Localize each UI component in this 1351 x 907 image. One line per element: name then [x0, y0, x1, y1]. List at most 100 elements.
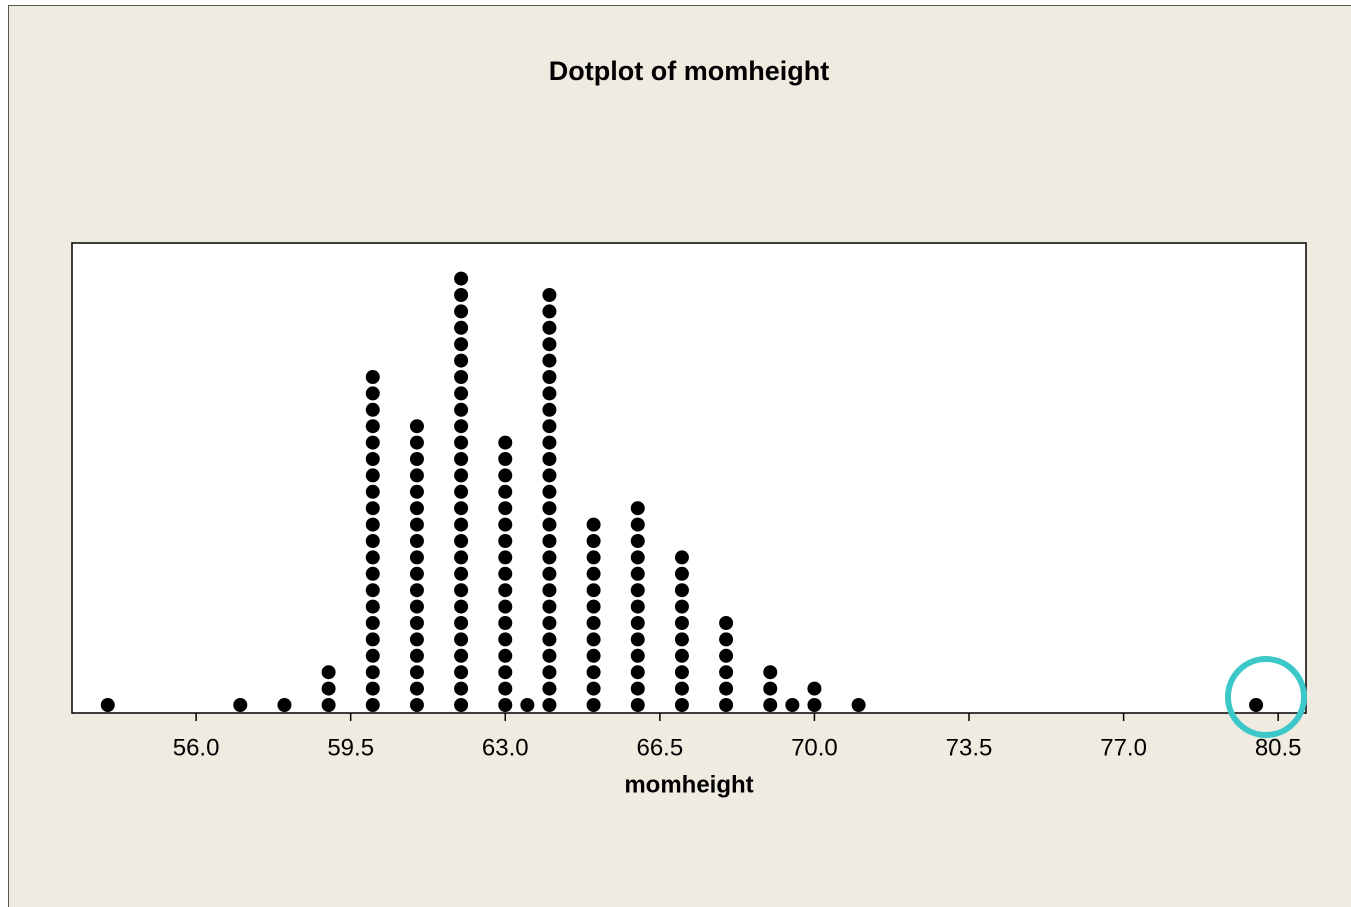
dot [365, 452, 380, 466]
dot [454, 419, 469, 434]
dot [365, 468, 380, 483]
dot [674, 566, 689, 581]
dot [586, 681, 601, 696]
dot [454, 402, 469, 417]
dot [586, 616, 601, 630]
dot [674, 665, 689, 680]
dot [630, 566, 645, 581]
x-tick-label: 63.0 [482, 734, 529, 761]
dot [365, 632, 380, 647]
dot-column [674, 550, 689, 712]
dot [542, 501, 557, 516]
dot [542, 419, 557, 434]
dot [365, 501, 380, 516]
dot [454, 648, 469, 663]
dot [498, 435, 513, 450]
dot [807, 681, 822, 696]
dot [454, 681, 469, 696]
dot [409, 452, 424, 466]
dot [365, 616, 380, 630]
plot-area [71, 242, 1307, 714]
dot [409, 534, 424, 548]
dot [542, 599, 557, 614]
dot [719, 681, 734, 696]
dot [586, 550, 601, 565]
dot [409, 583, 424, 598]
dot [454, 632, 469, 647]
dot [321, 681, 336, 696]
dot [586, 665, 601, 680]
dot-column [763, 665, 778, 712]
dot [498, 632, 513, 647]
dot [365, 550, 380, 565]
dot [409, 599, 424, 614]
x-tick-label: 59.5 [327, 734, 374, 761]
dot [719, 616, 734, 630]
dot-column [233, 698, 248, 712]
dot [365, 534, 380, 548]
dot [409, 517, 424, 532]
dot-column [100, 698, 115, 712]
dot [454, 484, 469, 499]
x-tick-label: 77.0 [1100, 734, 1147, 761]
dot [1249, 698, 1264, 712]
dot [365, 665, 380, 680]
dot [674, 698, 689, 712]
dot [365, 648, 380, 663]
dot [498, 534, 513, 548]
dot [454, 435, 469, 450]
dot [630, 501, 645, 516]
dot-column [542, 288, 557, 712]
dot [542, 648, 557, 663]
dot [542, 665, 557, 680]
dot [498, 566, 513, 581]
dot-column [785, 698, 800, 712]
dot [719, 648, 734, 663]
dot [409, 648, 424, 663]
dot [365, 386, 380, 401]
dot [498, 698, 513, 712]
dot [542, 402, 557, 417]
dot [674, 681, 689, 696]
dot [586, 648, 601, 663]
dot [365, 698, 380, 712]
dot [454, 534, 469, 548]
dot [542, 320, 557, 335]
x-axis-label: momheight [624, 771, 753, 798]
dot [365, 435, 380, 450]
dot [498, 501, 513, 516]
dot-column [365, 370, 380, 712]
dot [586, 566, 601, 581]
dot [719, 665, 734, 680]
dot [586, 599, 601, 614]
dot [454, 304, 469, 319]
dot [807, 698, 822, 712]
dot [630, 665, 645, 680]
dot [542, 566, 557, 581]
chart-title: Dotplot of momheight [549, 56, 829, 86]
dot-column [409, 419, 424, 712]
dot [409, 501, 424, 516]
dot [365, 681, 380, 696]
dot [409, 632, 424, 647]
dot [277, 698, 292, 712]
dot [498, 484, 513, 499]
dot [454, 698, 469, 712]
dot [542, 534, 557, 548]
dot [674, 550, 689, 565]
dot [542, 698, 557, 712]
dot [630, 648, 645, 663]
dot [409, 550, 424, 565]
dot [498, 648, 513, 663]
dot-column [719, 616, 734, 712]
dot [454, 468, 469, 483]
dot [542, 386, 557, 401]
dot-column [851, 698, 866, 712]
dot [365, 599, 380, 614]
dot [630, 534, 645, 548]
dot [498, 517, 513, 532]
dot [498, 665, 513, 680]
dot [542, 304, 557, 319]
dot [454, 566, 469, 581]
